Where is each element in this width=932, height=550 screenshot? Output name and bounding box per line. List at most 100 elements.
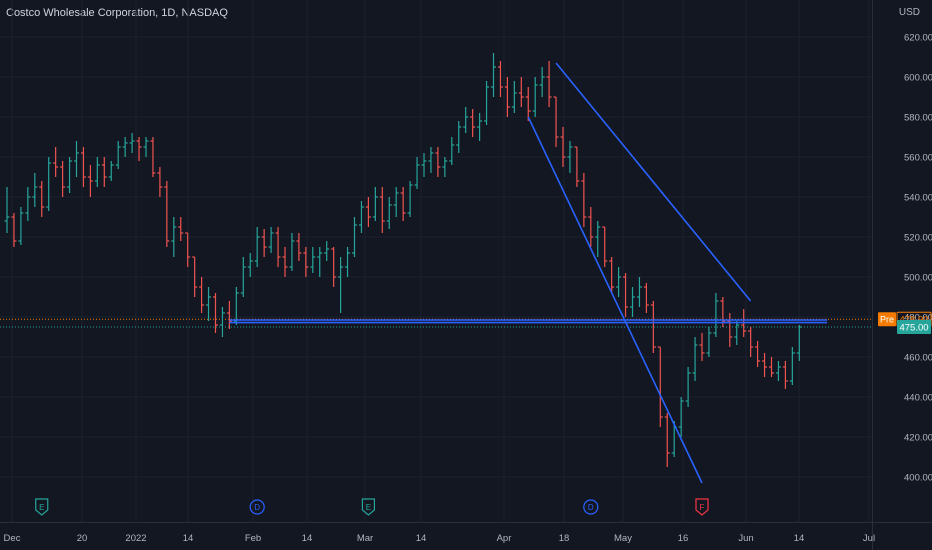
ohlc-bar [199,277,205,313]
ohlc-bar [233,287,239,325]
ohlc-bar [171,217,177,257]
ohlc-bar [164,181,170,247]
price-tags: Pre478.90475.00 [878,311,932,334]
ohlc-bar [310,247,316,273]
ohlc-bar [463,107,469,133]
ohlc-bar [414,157,420,189]
ohlc-bar [296,233,302,261]
ohlc-bar [477,113,483,141]
ohlc-bar [400,187,406,221]
event-label: E [39,503,44,512]
ohlc-bar [157,167,163,197]
event-label: D [254,503,260,512]
ohlc-bar [317,247,323,277]
ohlc-bar [352,217,357,257]
event-flag-icon[interactable]: F [695,498,709,516]
last-value-box [897,320,931,334]
x-tick-label: 14 [302,533,313,544]
ohlc-bar [491,53,496,97]
ohlc-bar [39,181,45,217]
ohlc-bar [275,227,281,267]
ohlc-bar [762,353,768,377]
event-dividend-icon[interactable]: D [249,499,265,515]
dividend-badge [249,499,265,515]
ohlc-bar [261,229,267,257]
ohlc-bar [553,96,559,147]
ohlc-bar [240,257,246,297]
ohlc-bar [178,217,184,241]
ohlc-bar [338,257,344,313]
ohlc-bar [393,187,399,217]
ohlc-bar [365,197,371,227]
dividend-badge [583,499,599,515]
ohlc-bar [331,247,337,287]
ohlc-bar [706,327,712,357]
ohlc-bar [775,361,781,381]
ohlc-bar [449,137,455,165]
ohlc-bar [581,173,587,227]
ohlc-bar [407,181,413,217]
ohlc-bar [755,341,761,367]
ohlc-bar [623,273,629,317]
currency-label: USD [898,7,920,18]
pre-label-box [878,312,896,327]
event-earnings-icon[interactable]: E [361,498,375,516]
ohlc-bar [428,147,434,173]
x-tick-label: 16 [678,533,689,544]
x-tick-label: 14 [416,533,427,544]
ohlc-bar [699,333,705,361]
ohlc-bar [4,187,10,233]
ohlc-bar [567,141,573,173]
ohlc-bar [643,283,649,313]
ohlc-bar [74,141,79,177]
ohlc-bar [657,346,663,427]
ohlc-bar [345,247,351,277]
y-axis: 400.00 420.00 440.00 460.00 480.00 500.00 520.… [904,33,932,484]
ohlc-bar [324,241,330,261]
x-axis: Dec 20 2022 14 Feb 14 Mar 14 Apr 18 May 16 Jun 14 Jul [4,533,876,544]
ohlc-bar [192,256,198,297]
event-dividend-icon[interactable]: D [583,499,599,515]
ohlc-bar [650,301,656,353]
ohlc-bar [358,201,364,233]
trendline [527,116,703,484]
ohlc-bar [504,77,510,117]
ohlc-bar [678,397,684,437]
ohlc-bar [595,221,601,257]
ohlc-bar [560,127,566,167]
ohlc-bar [789,347,795,385]
ohlc-bar [692,337,698,381]
ohlc-bar [115,141,121,169]
ohlc-bar [435,147,441,177]
ohlc-bar [87,165,93,197]
earnings-badge [361,498,375,516]
event-earnings-icon[interactable]: E [35,498,49,516]
ohlc-bar [53,147,59,177]
ohlc-bar [727,313,733,347]
y-tick-label: 520.00 [904,233,932,244]
ohlc-bar [185,232,191,267]
trendlines [229,62,828,484]
ohlc-bar [136,137,142,161]
ohlc-bar [518,77,524,107]
ohlc-bar [470,109,476,137]
ohlc-series [4,53,802,467]
y-tick-label: 580.00 [904,113,932,124]
ohlc-bar [206,287,212,321]
ohlc-bar [67,157,73,193]
ohlc-bar [546,61,552,107]
ohlc-bar [129,133,135,153]
ohlc-bar [219,307,225,337]
ohlc-bar [636,277,642,307]
flag-badge [695,498,709,516]
ohlc-bar [282,247,288,277]
event-label: F [700,503,705,512]
ohlc-bar [213,293,218,333]
y-tick-label: 420.00 [904,433,932,444]
x-tick-label: 2022 [125,533,146,544]
ohlc-bar [101,157,107,187]
ohlc-bar [685,367,691,407]
ohlc-bar [782,361,788,389]
